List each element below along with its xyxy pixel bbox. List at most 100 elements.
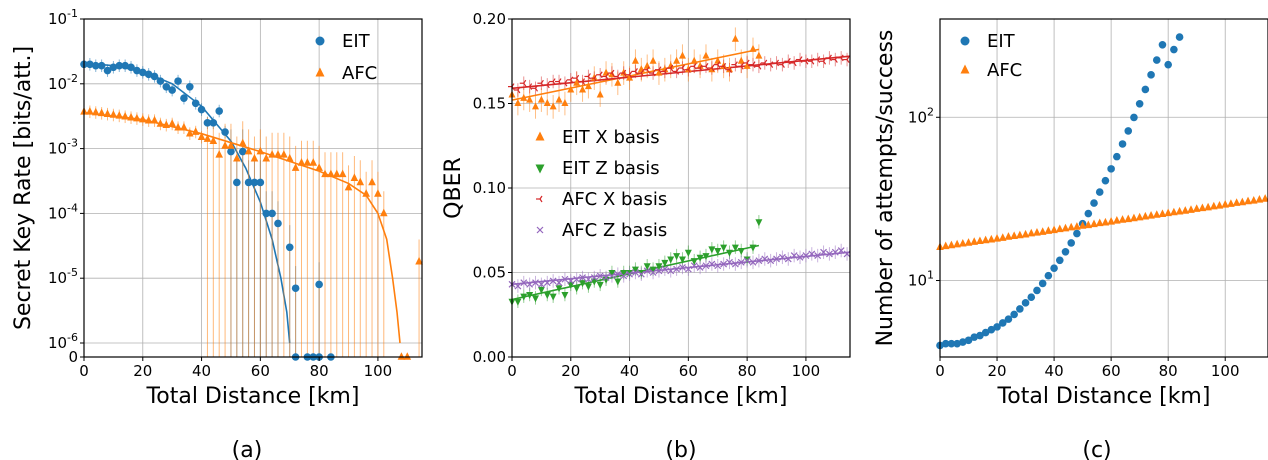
data-point (572, 74, 580, 82)
data-point (590, 278, 598, 286)
data-point (941, 241, 950, 250)
xtick-label: 0 (507, 362, 517, 380)
data-point (767, 257, 775, 265)
panel-a-frame (83, 18, 423, 358)
data-point (138, 68, 147, 77)
legend-marker (535, 164, 545, 174)
panel-b-ylabel: QBER (441, 157, 466, 219)
data-point (660, 68, 668, 75)
legend-marker (315, 67, 325, 77)
data-point (690, 258, 698, 266)
data-point (602, 274, 610, 281)
data-point (579, 274, 586, 281)
data-point (953, 339, 961, 348)
data-point (567, 85, 575, 93)
legend-label: AFC X basis (562, 189, 667, 210)
data-point (315, 280, 323, 289)
data-point (555, 78, 562, 85)
legend-marker (315, 36, 325, 46)
data-point (144, 70, 153, 79)
data-point (362, 189, 370, 197)
data-point (356, 177, 365, 186)
data-point (696, 64, 703, 72)
data-point (737, 56, 745, 64)
data-point (1198, 203, 1207, 212)
data-point (584, 275, 592, 283)
data-point (573, 275, 581, 283)
data-point (802, 252, 810, 260)
data-point (168, 86, 176, 94)
data-point (1010, 231, 1018, 239)
data-point (631, 68, 638, 75)
data-point (543, 291, 551, 299)
data-point (508, 83, 515, 90)
data-point (1118, 140, 1127, 148)
data-point (981, 235, 990, 244)
data-point (1135, 99, 1144, 108)
data-point (561, 99, 569, 106)
data-point (743, 257, 751, 265)
data-point (755, 51, 763, 59)
legend-label: EIT Z basis (562, 158, 660, 179)
xtick-label: 20 (133, 362, 152, 380)
data-point (579, 85, 587, 93)
data-point (702, 262, 710, 270)
data-point (168, 119, 176, 127)
xtick-label: 40 (192, 362, 211, 380)
data-point (221, 141, 229, 149)
data-point (1004, 315, 1013, 323)
data-point (156, 119, 165, 127)
data-point (1227, 199, 1235, 207)
data-point (1147, 71, 1155, 79)
panel-b-marks (508, 34, 851, 306)
data-point (291, 284, 300, 293)
data-point (819, 57, 827, 65)
data-point (1221, 199, 1230, 208)
data-point (584, 73, 591, 80)
data-point (1113, 152, 1121, 161)
data-point (338, 169, 347, 178)
data-point (655, 68, 663, 76)
data-point (637, 270, 645, 278)
data-point (731, 34, 739, 42)
data-point (520, 93, 528, 101)
data-point (566, 76, 574, 84)
data-point (731, 61, 738, 68)
data-point (678, 51, 686, 59)
data-point (180, 122, 188, 131)
data-point (256, 146, 265, 155)
data-point (796, 56, 803, 63)
data-point (268, 150, 276, 158)
data-point (773, 255, 780, 263)
data-point (690, 56, 698, 64)
legend-marker (536, 226, 544, 234)
data-point (532, 102, 540, 110)
data-point (86, 60, 94, 69)
data-point (573, 285, 581, 293)
data-point (1170, 45, 1178, 54)
data-point (964, 238, 973, 246)
data-point (760, 59, 768, 67)
data-point (1027, 293, 1036, 302)
data-point (749, 44, 757, 52)
panel-c-label: (c) (1082, 438, 1111, 460)
data-point (673, 265, 681, 273)
data-point (959, 338, 967, 346)
data-point (1084, 220, 1093, 229)
data-point (203, 119, 212, 127)
data-point (1215, 200, 1224, 209)
xtick-label: 80 (310, 362, 329, 380)
data-point (784, 57, 791, 65)
xtick-label: 60 (1102, 362, 1121, 380)
data-point (1175, 33, 1184, 41)
data-point (543, 279, 551, 287)
data-point (221, 128, 229, 136)
data-point (964, 336, 973, 345)
data-point (725, 249, 733, 257)
data-point (297, 158, 306, 166)
data-point (555, 95, 563, 103)
data-point (103, 109, 112, 117)
data-point (1021, 229, 1030, 238)
xtick-label: 20 (987, 362, 1006, 380)
legend-marker (960, 36, 970, 46)
